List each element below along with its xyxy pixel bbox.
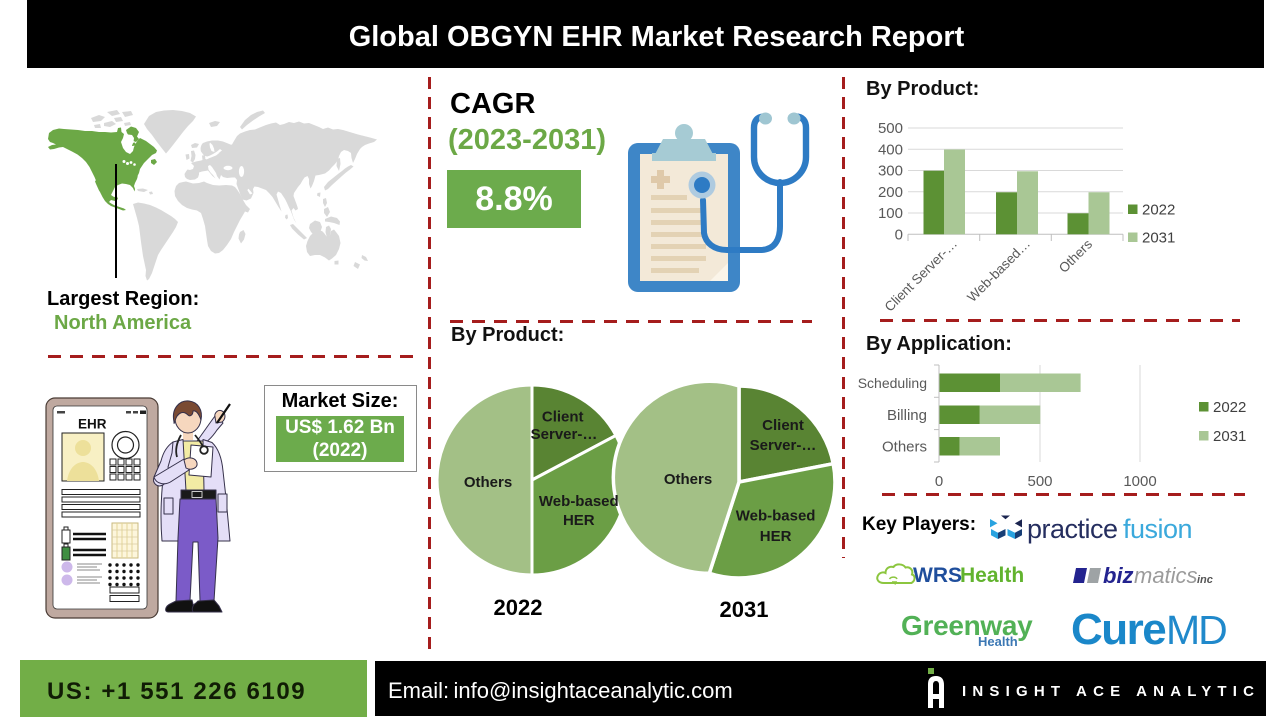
svg-text:1000: 1000 xyxy=(1123,473,1156,490)
svg-text:practice: practice xyxy=(1027,514,1118,544)
svg-text:fusion: fusion xyxy=(1123,514,1192,544)
svg-text:HER: HER xyxy=(760,528,792,545)
svg-text:Web-based: Web-based xyxy=(539,493,619,510)
svg-text:2031: 2031 xyxy=(1142,230,1175,247)
svg-text:Others: Others xyxy=(882,439,927,456)
svg-text:200: 200 xyxy=(878,184,903,201)
svg-text:Billing: Billing xyxy=(887,407,927,424)
svg-text:Others: Others xyxy=(664,471,712,488)
svg-text:Health: Health xyxy=(960,564,1024,587)
svg-text:Client: Client xyxy=(542,409,584,426)
svg-text:2031: 2031 xyxy=(1213,428,1246,445)
svg-text:2022: 2022 xyxy=(1213,399,1246,416)
svg-text:MD: MD xyxy=(1166,607,1226,650)
svg-text:Server-…: Server-… xyxy=(750,437,817,454)
svg-text:500: 500 xyxy=(878,120,903,137)
svg-text:Cure: Cure xyxy=(1071,605,1165,650)
svg-text:500: 500 xyxy=(1027,473,1052,490)
svg-text:Greenway: Greenway xyxy=(901,610,1033,641)
svg-text:300: 300 xyxy=(878,163,903,180)
svg-text:400: 400 xyxy=(878,141,903,158)
svg-text:2022: 2022 xyxy=(1142,202,1175,219)
svg-text:Web-based: Web-based xyxy=(736,508,816,525)
svg-text:Client: Client xyxy=(762,417,804,434)
svg-text:0: 0 xyxy=(935,473,943,490)
svg-text:WRS: WRS xyxy=(913,564,962,587)
svg-text:Scheduling: Scheduling xyxy=(858,375,927,391)
svg-text:Others: Others xyxy=(1056,236,1095,275)
svg-text:EHR: EHR xyxy=(78,417,107,432)
svg-text:matics: matics xyxy=(1134,563,1198,588)
svg-text:Others: Others xyxy=(464,474,512,491)
svg-text:Health: Health xyxy=(978,634,1018,649)
svg-text:HER: HER xyxy=(563,512,595,529)
svg-text:Web-based…: Web-based… xyxy=(964,236,1033,305)
svg-text:biz: biz xyxy=(1103,563,1134,588)
svg-text:Server-…: Server-… xyxy=(531,426,598,443)
svg-text:0: 0 xyxy=(895,226,903,243)
svg-text:100: 100 xyxy=(878,205,903,222)
svg-text:inc: inc xyxy=(1197,574,1213,586)
svg-text:Client Server-…: Client Server-… xyxy=(882,236,961,315)
